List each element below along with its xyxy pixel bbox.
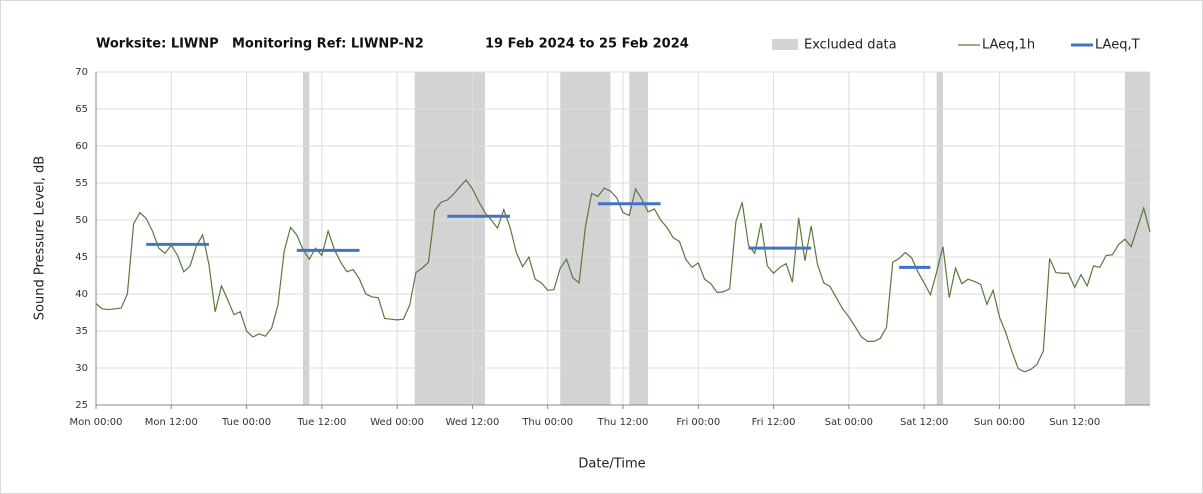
y-tick-label: 30	[75, 363, 88, 374]
x-tick-label: Fri 00:00	[676, 417, 720, 428]
x-tick-label: Mon 12:00	[145, 417, 198, 428]
excluded-band	[1124, 72, 1150, 405]
y-tick-label: 40	[75, 289, 88, 300]
excluded-band	[560, 72, 611, 405]
y-tick-label: 60	[75, 141, 88, 152]
y-tick-label: 70	[75, 67, 88, 78]
excluded-band	[936, 72, 943, 405]
legend-entry: LAeq,1h	[982, 38, 1035, 53]
excluded-band	[414, 72, 485, 405]
legend-entry: LAeq,T	[1095, 38, 1140, 53]
x-tick-label: Wed 12:00	[446, 417, 500, 428]
y-tick-label: 50	[75, 215, 88, 226]
title-ref: Monitoring Ref: LIWNP-N2	[232, 37, 424, 52]
laeq-1h-line	[95, 179, 1151, 373]
excluded-band	[629, 72, 649, 405]
excluded-band	[303, 72, 310, 405]
legend-excluded-swatch	[772, 39, 798, 50]
y-tick-label: 65	[75, 104, 88, 115]
x-axis-label: Date/Time	[578, 457, 645, 472]
x-tick-label: Thu 12:00	[597, 417, 649, 428]
x-tick-label: Tue 12:00	[296, 417, 346, 428]
x-tick-label: Tue 00:00	[221, 417, 271, 428]
x-tick-label: Fri 12:00	[752, 417, 796, 428]
title-period: 19 Feb 2024 to 25 Feb 2024	[485, 37, 689, 52]
y-tick-label: 55	[75, 178, 88, 189]
y-tick-label: 45	[75, 252, 88, 263]
y-tick-label: 35	[75, 326, 88, 337]
y-tick-label: 25	[75, 400, 88, 411]
x-tick-label: Sun 12:00	[1049, 417, 1100, 428]
x-tick-label: Sun 00:00	[974, 417, 1025, 428]
x-tick-label: Mon 00:00	[69, 417, 122, 428]
x-tick-label: Sat 12:00	[900, 417, 948, 428]
legend-excluded: Excluded data	[804, 38, 897, 53]
x-tick-label: Sat 00:00	[825, 417, 873, 428]
y-axis-label: Sound Pressure Level, dB	[33, 156, 48, 320]
x-tick-label: Wed 00:00	[370, 417, 424, 428]
title-worksite: Worksite: LIWNP	[96, 37, 219, 52]
x-tick-label: Thu 00:00	[521, 417, 573, 428]
